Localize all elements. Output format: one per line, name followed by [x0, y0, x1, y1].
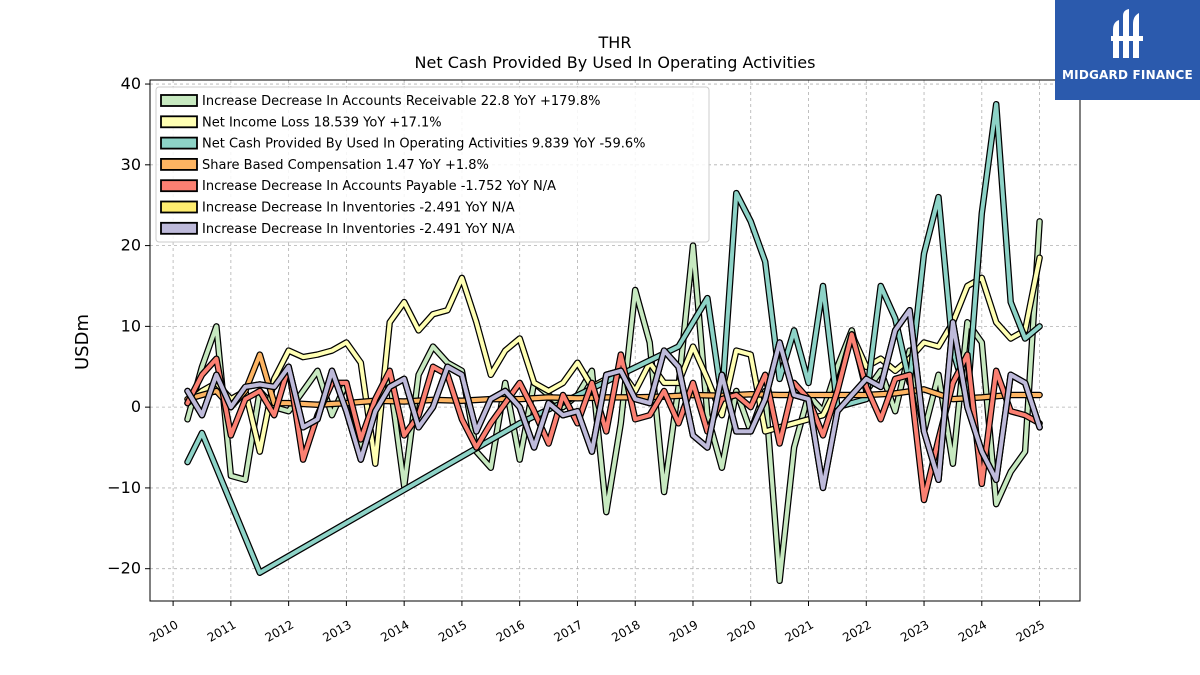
y-tick-label: 0 — [131, 397, 141, 416]
legend-label: Share Based Compensation 1.47 YoY +1.8% — [202, 158, 489, 173]
x-tick-label: 2024 — [956, 617, 989, 644]
legend-label: Net Cash Provided By Used In Operating A… — [202, 137, 645, 152]
x-tick-label: 2017 — [551, 617, 584, 644]
x-tick-label: 2019 — [667, 617, 700, 644]
x-tick-label: 2010 — [147, 617, 180, 644]
x-tick-label: 2016 — [494, 617, 527, 644]
x-tick-label: 2025 — [1014, 617, 1047, 644]
series-line-1 — [184, 218, 1043, 585]
x-tick-label: 2015 — [436, 617, 469, 644]
series-group — [184, 100, 1043, 585]
legend-label: Net Income Loss 18.539 YoY +17.1% — [202, 115, 442, 130]
legend-box — [155, 86, 710, 243]
legend-swatch — [160, 221, 198, 235]
chart-title: THR — [598, 33, 632, 52]
x-tick-label: 2023 — [898, 617, 931, 644]
x-tick-label: 2011 — [205, 617, 238, 644]
y-tick-label: −20 — [107, 559, 141, 578]
y-tick-label: 40 — [121, 74, 141, 93]
y-tick-label: −10 — [107, 478, 141, 497]
legend-swatch — [160, 136, 198, 150]
series-stroke — [185, 102, 1042, 575]
legend-swatch — [160, 200, 198, 214]
y-tick-label: 10 — [121, 316, 141, 335]
series-stroke — [185, 219, 1042, 583]
legend-swatch — [160, 115, 198, 129]
legend-swatch — [160, 179, 198, 193]
x-tick-label: 2022 — [840, 617, 873, 644]
legend-swatch — [160, 157, 198, 171]
y-tick-label: 30 — [121, 155, 141, 174]
legend: Increase Decrease In Accounts Receivable… — [155, 86, 710, 243]
series-line-3 — [184, 100, 1043, 576]
series-stroke — [185, 308, 1042, 490]
x-tick-label: 2012 — [263, 617, 296, 644]
legend-label: Increase Decrease In Inventories -2.491 … — [202, 201, 515, 216]
y-tick-label: 20 — [121, 236, 141, 255]
x-tick-label: 2021 — [783, 617, 816, 644]
legend-label: Increase Decrease In Accounts Receivable… — [202, 94, 600, 109]
x-tick-label: 2018 — [609, 617, 642, 644]
brand-logo: MIDGARD FINANCE — [1055, 0, 1200, 100]
series-line-7 — [184, 306, 1043, 492]
legend-label: Increase Decrease In Inventories -2.491 … — [202, 222, 515, 237]
legend-swatch — [160, 94, 198, 107]
plot-frame — [149, 79, 1081, 602]
x-tick-label: 2020 — [725, 617, 758, 644]
legend-label: Increase Decrease In Accounts Payable -1… — [202, 179, 556, 194]
midgard-logo-icon — [1111, 9, 1143, 58]
x-tick-label: 2014 — [378, 617, 411, 644]
y-axis-label: USDm — [72, 314, 93, 370]
logo-text: MIDGARD FINANCE — [1062, 68, 1193, 82]
chart-subtitle: Net Cash Provided By Used In Operating A… — [415, 53, 816, 72]
x-tick-label: 2013 — [320, 617, 353, 644]
